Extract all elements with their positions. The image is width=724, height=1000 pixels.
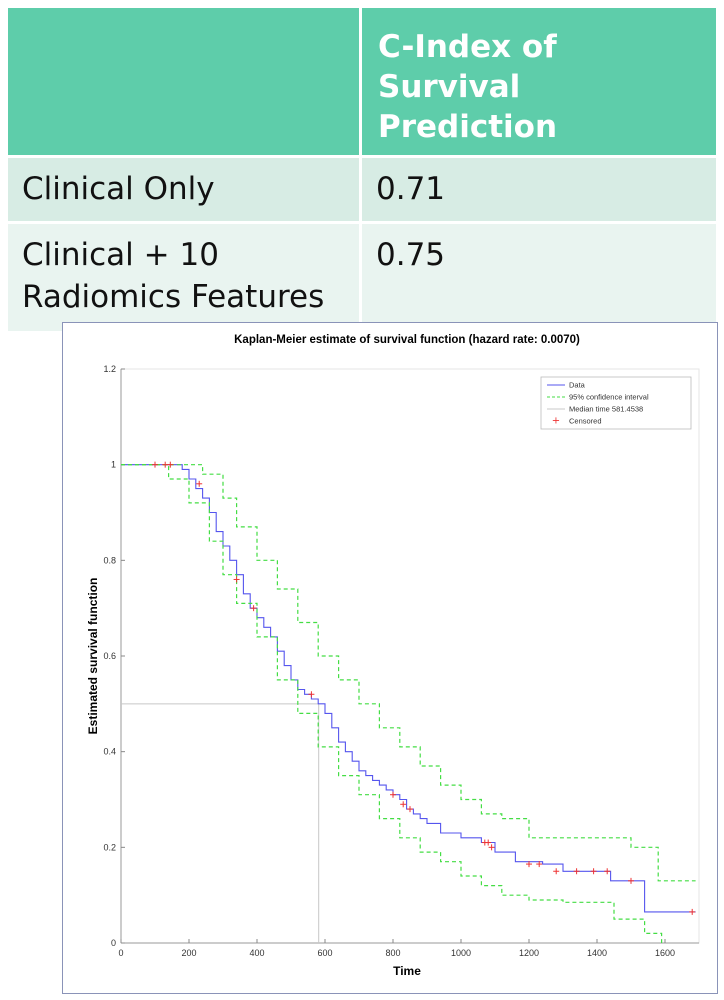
- x-tick-label: 1400: [587, 948, 607, 958]
- censor-mark: [250, 605, 257, 612]
- c-index-table: C-Index of Survival Prediction Clinical …: [8, 8, 716, 331]
- censor-mark: [400, 801, 407, 808]
- table-header-c-index: C-Index of Survival Prediction: [362, 8, 716, 155]
- axes: [120, 369, 699, 944]
- x-tick-label: 0: [118, 948, 123, 958]
- censor-mark: [233, 576, 240, 583]
- x-tick-label: 1000: [451, 948, 471, 958]
- row-value-clinical-only: 0.71: [362, 155, 716, 221]
- x-tick-label: 600: [317, 948, 332, 958]
- km-figure: Kaplan-Meier estimate of survival functi…: [62, 322, 718, 994]
- censor-mark: [167, 461, 174, 468]
- censor-mark: [152, 461, 158, 468]
- x-axis-label: Time: [393, 964, 421, 978]
- y-tick-label: 0.8: [103, 555, 116, 565]
- censor-mark: [590, 868, 597, 875]
- y-tick-label: 0.4: [103, 747, 116, 757]
- censor-mark: [604, 868, 611, 875]
- censor-mark: [526, 861, 532, 868]
- censor-mark: [390, 791, 396, 798]
- legend-median-label: Median time 581.4538: [569, 405, 643, 414]
- row-value-clinical-radiomics: 0.75: [362, 221, 716, 331]
- y-tick-label: 0: [111, 938, 116, 948]
- censor-mark: [573, 868, 580, 875]
- km-chart: Kaplan-Meier estimate of survival functi…: [86, 334, 700, 978]
- censor-mark: [196, 480, 203, 487]
- ci-line-1: [121, 464, 696, 882]
- censor-mark: [485, 839, 492, 846]
- table-row: Clinical + 10 Radiomics Features 0.75: [8, 221, 716, 331]
- legend-data-label: Data: [569, 381, 586, 390]
- y-tick-label: 1: [111, 460, 116, 470]
- y-axis-label: Estimated survival function: [86, 578, 100, 735]
- x-tick-label: 200: [181, 948, 196, 958]
- table-header-row: C-Index of Survival Prediction: [8, 8, 716, 155]
- km-data-line: [121, 464, 696, 913]
- y-tick-label: 0.6: [103, 651, 116, 661]
- y-tick-label: 1.2: [103, 364, 116, 374]
- legend-box: [540, 376, 692, 430]
- plot-area: [120, 368, 700, 944]
- chart-legend: Data 95% confidence interval Median time…: [540, 376, 692, 430]
- row-label-clinical-only: Clinical Only: [8, 155, 362, 221]
- chart-title: Kaplan-Meier estimate of survival functi…: [234, 334, 580, 346]
- legend-ci-label: 95% confidence interval: [569, 393, 649, 402]
- x-tick-label: 800: [385, 948, 400, 958]
- censor-mark: [553, 868, 560, 875]
- row-label-clinical-radiomics: Clinical + 10 Radiomics Features: [8, 221, 362, 331]
- censor-mark: [536, 861, 543, 868]
- x-tick-label: 1200: [519, 948, 539, 958]
- table-header-empty: [8, 8, 362, 155]
- censor-mark: [488, 844, 495, 851]
- censor-mark: [628, 877, 634, 884]
- censor-mark: [308, 691, 315, 698]
- censor-mark: [689, 908, 696, 915]
- ci-line-2: [121, 464, 663, 943]
- x-tick-label: 1600: [655, 948, 675, 958]
- table-row: Clinical Only 0.71: [8, 155, 716, 221]
- legend-censored-swatch: +: [552, 416, 560, 427]
- censor-mark: [162, 461, 169, 468]
- x-tick-label: 400: [249, 948, 264, 958]
- censor-mark: [407, 806, 413, 813]
- y-tick-label: 0.2: [103, 842, 116, 852]
- legend-censored-label: Censored: [569, 417, 602, 426]
